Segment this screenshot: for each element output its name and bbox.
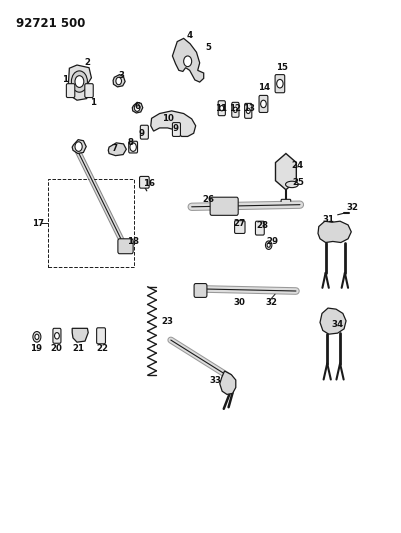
Text: 7: 7	[111, 144, 117, 152]
Circle shape	[75, 142, 82, 151]
Text: 20: 20	[50, 344, 62, 353]
Text: 15: 15	[276, 63, 288, 72]
FancyBboxPatch shape	[281, 199, 291, 207]
Text: 16: 16	[143, 179, 155, 188]
FancyBboxPatch shape	[118, 239, 133, 254]
Text: 25: 25	[293, 178, 305, 187]
Polygon shape	[113, 75, 125, 87]
Circle shape	[220, 106, 224, 111]
Text: 9: 9	[173, 125, 178, 133]
Circle shape	[55, 333, 59, 339]
Polygon shape	[132, 102, 143, 113]
Text: 11: 11	[215, 104, 227, 113]
Polygon shape	[72, 140, 86, 154]
Text: 26: 26	[203, 195, 215, 204]
Text: 19: 19	[30, 344, 42, 353]
Text: 17: 17	[32, 220, 44, 228]
Text: 34: 34	[332, 320, 344, 329]
FancyBboxPatch shape	[194, 284, 207, 297]
Text: 14: 14	[258, 83, 270, 92]
Polygon shape	[72, 328, 88, 342]
FancyBboxPatch shape	[232, 102, 239, 117]
Polygon shape	[151, 111, 196, 136]
Text: 31: 31	[323, 215, 335, 224]
Bar	[48, 179, 134, 266]
Circle shape	[261, 100, 266, 108]
Text: 27: 27	[234, 220, 246, 228]
Text: 12: 12	[229, 104, 241, 113]
Circle shape	[33, 332, 41, 342]
FancyBboxPatch shape	[172, 123, 180, 136]
Text: 23: 23	[162, 318, 174, 326]
Text: 4: 4	[186, 31, 192, 40]
Text: 1: 1	[62, 76, 68, 84]
Text: 22: 22	[96, 344, 108, 353]
Text: 32: 32	[266, 298, 278, 306]
FancyBboxPatch shape	[235, 221, 245, 233]
Polygon shape	[320, 308, 346, 334]
Text: 9: 9	[138, 129, 144, 138]
FancyBboxPatch shape	[140, 176, 149, 188]
FancyBboxPatch shape	[85, 84, 93, 98]
FancyBboxPatch shape	[129, 141, 138, 153]
Text: 8: 8	[128, 138, 133, 147]
Circle shape	[134, 104, 140, 111]
Circle shape	[35, 334, 39, 340]
Circle shape	[277, 79, 283, 88]
Polygon shape	[68, 65, 91, 100]
FancyBboxPatch shape	[66, 84, 75, 98]
Text: 1: 1	[90, 98, 96, 107]
Text: 2: 2	[85, 59, 90, 67]
Circle shape	[116, 77, 122, 85]
Ellipse shape	[286, 181, 298, 188]
FancyBboxPatch shape	[97, 328, 105, 344]
Circle shape	[246, 108, 250, 114]
FancyBboxPatch shape	[53, 328, 61, 343]
Text: 21: 21	[72, 344, 84, 353]
Text: 24: 24	[292, 161, 304, 169]
Text: 6: 6	[135, 102, 140, 111]
Circle shape	[75, 76, 84, 87]
Circle shape	[267, 243, 270, 247]
Text: 10: 10	[162, 114, 174, 123]
FancyBboxPatch shape	[245, 103, 252, 118]
Circle shape	[184, 56, 192, 67]
Text: 5: 5	[206, 44, 211, 52]
Polygon shape	[220, 371, 236, 394]
Text: 32: 32	[346, 204, 358, 212]
Text: 13: 13	[243, 104, 255, 113]
Polygon shape	[172, 38, 204, 82]
FancyBboxPatch shape	[275, 75, 285, 93]
Circle shape	[265, 241, 272, 249]
Circle shape	[130, 143, 136, 151]
Text: 28: 28	[257, 222, 269, 230]
Text: 3: 3	[118, 71, 124, 80]
FancyBboxPatch shape	[259, 95, 268, 112]
Text: 33: 33	[210, 376, 222, 385]
Text: 18: 18	[127, 238, 139, 246]
FancyBboxPatch shape	[210, 197, 238, 215]
Text: 30: 30	[234, 298, 246, 306]
Polygon shape	[318, 221, 351, 243]
Polygon shape	[108, 143, 126, 156]
FancyBboxPatch shape	[140, 125, 148, 139]
Polygon shape	[275, 154, 296, 190]
Circle shape	[71, 71, 87, 92]
FancyBboxPatch shape	[218, 101, 225, 116]
FancyBboxPatch shape	[255, 221, 264, 235]
Text: 92721 500: 92721 500	[16, 17, 85, 30]
Text: 29: 29	[266, 238, 278, 246]
Circle shape	[233, 107, 237, 112]
